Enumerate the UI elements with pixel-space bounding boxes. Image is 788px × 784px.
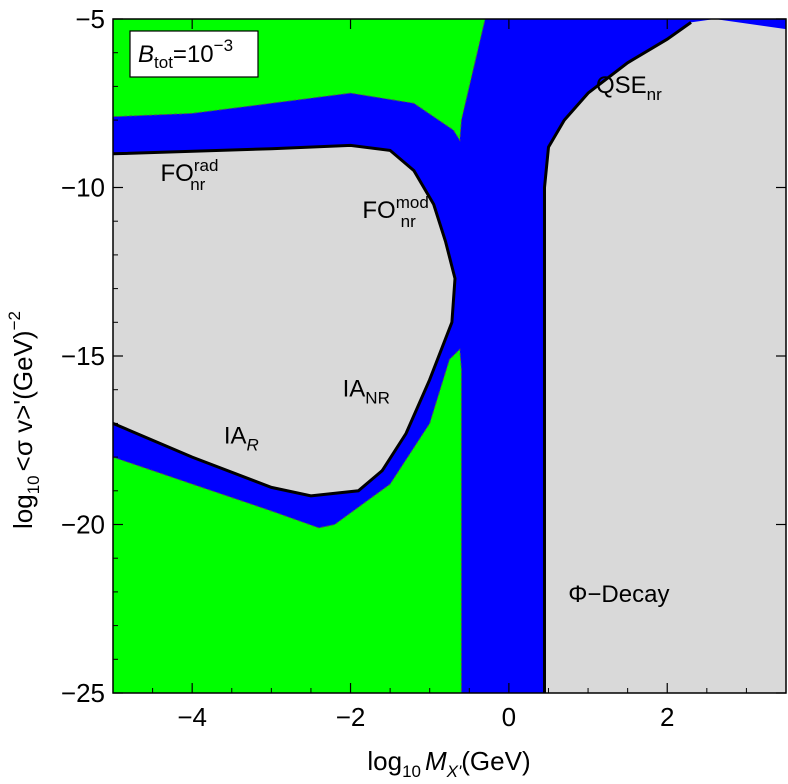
y-tick-label: −20	[61, 510, 105, 540]
x-tick-label: 0	[502, 702, 516, 732]
region-label: IAR	[224, 423, 259, 455]
region-label: IANR	[343, 375, 390, 407]
regions-layer	[112, 18, 786, 694]
y-tick-label: −25	[61, 678, 105, 708]
y-tick-label: −10	[61, 173, 105, 203]
region-label: QSEnr	[596, 72, 662, 104]
region-label: FOmod nr	[362, 193, 428, 231]
boundary-right-line	[543, 21, 692, 693]
legend-box: Btot=10−3	[129, 30, 259, 78]
boundary-left-line	[112, 143, 457, 498]
ticks-layer: −4 −2 0 2−5−10−15−20−25	[61, 4, 787, 732]
x-tick-label: −2	[336, 702, 366, 732]
legend-text: Btot=10−3	[138, 36, 233, 72]
annotations-layer: FOrad nr FOmod nr QSEnr IANR IAR Φ−Decay	[161, 72, 670, 608]
x-tick-label: −4	[177, 702, 207, 732]
x-tick-label: 2	[660, 702, 674, 732]
x-axis-label: log10 MX'(GeV)	[367, 746, 530, 781]
gray-left-region	[113, 145, 455, 496]
gray-right-region	[544, 19, 786, 693]
y-axis-label: log10<σ v>'(GeV)−2	[5, 311, 43, 529]
region-label: Φ−Decay	[568, 581, 669, 608]
y-tick-label: −15	[61, 341, 105, 371]
region-label: FOrad nr	[161, 156, 219, 194]
y-tick-label: −5	[75, 4, 105, 34]
